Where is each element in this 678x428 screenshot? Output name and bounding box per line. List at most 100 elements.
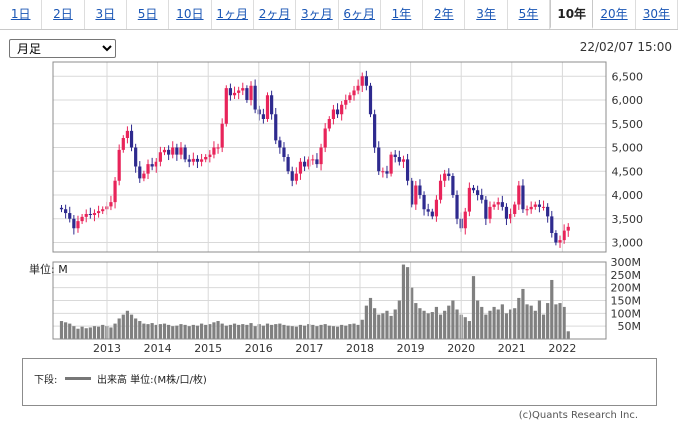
tab-range[interactable]: 30年 — [636, 0, 678, 29]
candle-body — [385, 171, 389, 174]
candle-body — [64, 209, 68, 214]
tab-range[interactable]: 1ヶ月 — [212, 0, 254, 29]
volume-bar — [467, 321, 471, 339]
volume-bar — [142, 323, 146, 339]
volume-bar — [335, 326, 340, 339]
tab-range[interactable]: 5年 — [508, 0, 551, 29]
volume-bar — [167, 324, 171, 339]
volume-bar — [216, 321, 220, 339]
volume-bar — [434, 306, 439, 339]
price-tick-label: 5,000 — [612, 142, 644, 155]
candle-body — [80, 216, 84, 222]
volume-bar — [84, 328, 88, 339]
candle-body — [302, 161, 307, 167]
volume-bar — [447, 305, 451, 339]
candle-body — [323, 128, 327, 148]
candle-body — [216, 147, 220, 149]
candle-body — [199, 159, 204, 162]
legend-swatch-volume — [65, 377, 91, 380]
volume-bar — [220, 323, 224, 339]
x-tick-label: 2013 — [93, 342, 121, 355]
tab-range[interactable]: 20年 — [593, 0, 636, 29]
candle-body — [245, 88, 249, 100]
price-tick-label: 3,500 — [612, 213, 644, 226]
candle-body — [96, 211, 101, 214]
volume-bar — [443, 310, 447, 339]
tab-range[interactable]: 10年 — [550, 0, 594, 29]
volume-bar — [208, 324, 212, 339]
volume-bar — [224, 325, 228, 339]
period-select[interactable]: 月足 — [9, 39, 116, 58]
price-panel-frame — [52, 61, 607, 253]
candle-body — [187, 159, 191, 162]
candle-body — [340, 104, 344, 115]
candle-body — [467, 187, 471, 212]
volume-bar — [393, 309, 397, 339]
candle-body — [171, 147, 175, 155]
volume-bar — [96, 326, 101, 339]
volume-bar — [195, 325, 200, 339]
volume-bar — [537, 300, 542, 339]
candle-body — [426, 209, 430, 212]
tab-range[interactable]: 2年 — [423, 0, 466, 29]
volume-bar — [162, 323, 167, 339]
tab-range[interactable]: 6ヶ月 — [339, 0, 381, 29]
volume-bar — [533, 310, 537, 339]
volume-bar — [134, 318, 138, 339]
volume-bar — [154, 324, 158, 339]
x-tick-label: 2014 — [144, 342, 172, 355]
volume-bar — [307, 324, 311, 339]
volume-bar — [389, 315, 393, 339]
tab-range[interactable]: 5日 — [127, 0, 170, 29]
volume-bar — [496, 309, 500, 339]
candle-body — [405, 159, 410, 181]
candle-body — [550, 216, 554, 233]
x-tick-label: 2017 — [295, 342, 323, 355]
volume-bar — [480, 306, 484, 339]
candle-body — [521, 185, 525, 210]
candle-body — [204, 157, 208, 160]
volume-bar — [385, 310, 389, 339]
volume-bar — [364, 305, 368, 339]
volume-bar — [327, 325, 331, 339]
tab-range[interactable]: 10日 — [169, 0, 212, 29]
candle-body — [208, 154, 212, 157]
x-tick-label: 2016 — [245, 342, 273, 355]
volume-bar — [187, 326, 191, 339]
candle-body — [146, 164, 150, 174]
price-tick-label: 4,500 — [612, 165, 644, 178]
volume-bar — [183, 324, 187, 339]
volume-bar — [471, 276, 476, 339]
volume-bar — [232, 323, 237, 339]
candle-body — [447, 173, 451, 176]
volume-tick-label: 200M — [611, 282, 642, 295]
volume-bar — [525, 304, 529, 339]
volume-bar — [298, 324, 303, 339]
candle-body — [253, 85, 257, 110]
volume-bar — [500, 304, 504, 339]
tab-range[interactable]: 1年 — [381, 0, 424, 29]
candle-body — [154, 161, 158, 167]
candle-body — [463, 211, 467, 229]
volume-bar — [199, 323, 204, 339]
volume-bar — [550, 279, 554, 339]
candle-body — [315, 159, 319, 165]
candle-body — [158, 152, 162, 162]
candle-body — [92, 213, 97, 215]
tab-range[interactable]: 3ヶ月 — [296, 0, 339, 29]
tab-range[interactable]: 2日 — [42, 0, 85, 29]
tab-range[interactable]: 1日 — [0, 0, 43, 29]
x-tick-label: 2021 — [498, 342, 526, 355]
volume-tick-label: 250M — [611, 269, 642, 282]
tab-range[interactable]: 2ヶ月 — [254, 0, 297, 29]
volume-bar — [381, 313, 385, 339]
candle-body — [138, 166, 142, 179]
candle-body — [109, 202, 113, 207]
tab-range[interactable]: 3日 — [85, 0, 127, 29]
legend-label-volume: 出来高 単位:(M株/口/枚) — [97, 375, 207, 386]
candle-body — [311, 159, 315, 161]
volume-bar — [282, 324, 286, 339]
volume-bar — [294, 326, 298, 339]
tab-range[interactable]: 3年 — [465, 0, 508, 29]
candle-body — [241, 88, 245, 91]
